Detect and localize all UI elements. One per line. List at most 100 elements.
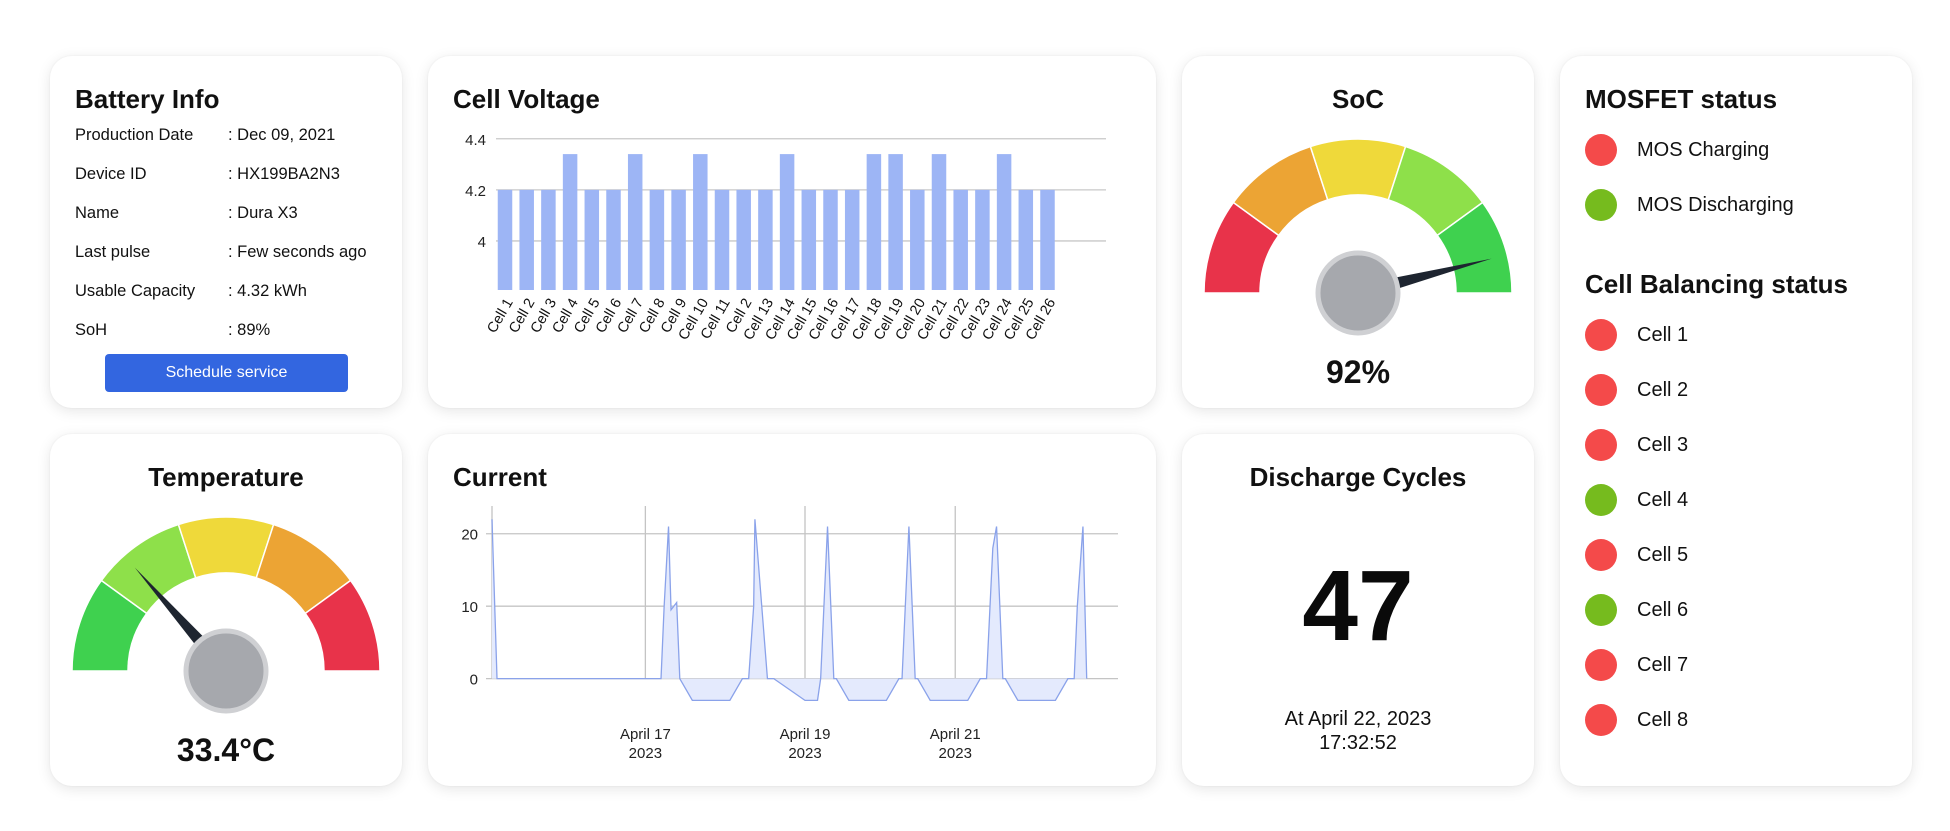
status-label: Cell 6 <box>1637 599 1689 621</box>
status-dot <box>1585 539 1617 571</box>
status-dot <box>1585 649 1617 681</box>
voltage-bar <box>953 189 968 290</box>
current-y-tick-label: 10 <box>461 599 478 616</box>
temperature-gauge-hub <box>183 628 269 714</box>
status-label: Cell 2 <box>1637 379 1689 401</box>
status-label: Cell 5 <box>1637 544 1689 566</box>
mosfet-status-title: MOSFET status <box>1585 84 1778 114</box>
discharge-cycles-date: At April 22, 2023 <box>1284 708 1432 730</box>
status-dot <box>1585 319 1617 351</box>
current-x-tick-label: April 17 <box>620 726 671 743</box>
discharge-cycles-count: 47 <box>1302 550 1414 662</box>
voltage-bar <box>736 189 751 290</box>
status-dot <box>1585 374 1617 406</box>
status-label: MOS Discharging <box>1637 194 1794 216</box>
status-label: Cell 3 <box>1637 434 1689 456</box>
info-value: : 4.32 kWh <box>228 282 307 300</box>
info-label: SoH <box>75 321 108 339</box>
info-value: : Few seconds ago <box>228 243 367 261</box>
voltage-y-tick-label: 4.2 <box>465 183 486 200</box>
info-label: Name <box>75 204 120 222</box>
temperature-gauge <box>71 516 381 714</box>
voltage-bar <box>823 189 838 290</box>
voltage-bar <box>693 154 708 290</box>
soc-gauge <box>1203 138 1513 336</box>
status-card: MOSFET status MOS Charging MOS Dischargi… <box>1560 56 1912 786</box>
voltage-bar <box>758 189 773 290</box>
discharge-cycles-card: Discharge Cycles 47 At April 22, 2023 17… <box>1182 434 1534 786</box>
info-label: Production Date <box>75 126 194 144</box>
status-dot <box>1585 429 1617 461</box>
soc-title: SoC <box>1332 84 1384 114</box>
voltage-bar <box>888 154 903 290</box>
soc-gauge-segment <box>1436 201 1513 294</box>
status-label: Cell 7 <box>1637 654 1689 676</box>
temperature-card: Temperature 33.4°C <box>50 434 402 786</box>
voltage-bar <box>1040 189 1055 290</box>
voltage-bar <box>931 154 947 290</box>
soc-card: SoC 92% <box>1182 56 1534 408</box>
voltage-bar <box>714 189 730 290</box>
status-dot <box>1585 134 1617 166</box>
voltage-bar <box>649 189 665 290</box>
voltage-bar <box>779 154 795 290</box>
status-label: MOS Charging <box>1637 139 1770 161</box>
battery-info-card: Battery Info Production Date : Dec 09, 2… <box>50 56 402 408</box>
info-label: Last pulse <box>75 243 151 261</box>
cell-voltage-card: Cell Voltage 4 4.2 4.4 Cell 1 Cell 2 Cell 3 Ce… <box>428 56 1156 408</box>
current-series-line <box>491 519 1088 702</box>
temperature-title: Temperature <box>148 462 304 492</box>
status-label: Cell 1 <box>1637 324 1689 346</box>
current-chart: 0 10 20 April 17 2023 April 19 2023 April 21 202… <box>461 506 1118 762</box>
current-title: Current <box>453 462 547 492</box>
current-x-tick-label: April 21 <box>930 726 981 743</box>
voltage-y-tick-label: 4 <box>478 234 486 251</box>
current-y-tick-label: 20 <box>461 527 478 544</box>
status-dot <box>1585 704 1617 736</box>
info-value: : HX199BA2N3 <box>228 165 340 183</box>
schedule-service-button[interactable]: Schedule service <box>105 354 348 392</box>
voltage-bar <box>801 189 817 290</box>
temperature-gauge-segment <box>304 579 381 672</box>
current-area-fill <box>492 519 1087 701</box>
status-label: Cell 4 <box>1637 489 1689 511</box>
voltage-bar <box>497 189 513 290</box>
info-value: : Dec 09, 2021 <box>228 126 336 144</box>
info-label: Device ID <box>75 165 147 183</box>
temperature-value: 33.4°C <box>176 732 276 768</box>
voltage-bar <box>671 189 686 290</box>
info-value: : Dura X3 <box>228 204 298 222</box>
voltage-bar <box>975 189 990 290</box>
status-dot <box>1585 484 1617 516</box>
voltage-y-tick-label: 4.4 <box>465 132 486 149</box>
discharge-cycles-time: 17:32:52 <box>1319 732 1397 754</box>
current-x-tick-label: April 19 <box>780 726 831 743</box>
info-value: : 89% <box>228 321 271 339</box>
status-dot <box>1585 594 1617 626</box>
voltage-bar <box>562 154 578 290</box>
soc-value: 92% <box>1325 354 1391 390</box>
cell-balancing-title: Cell Balancing status <box>1585 269 1848 299</box>
voltage-bar <box>606 189 621 290</box>
voltage-bar <box>844 189 860 290</box>
current-x-tick-year: 2023 <box>629 745 662 762</box>
discharge-cycles-title: Discharge Cycles <box>1249 462 1467 492</box>
battery-info-title: Battery Info <box>75 84 220 114</box>
current-y-tick-label: 0 <box>470 672 478 689</box>
voltage-bar <box>866 154 882 290</box>
voltage-bar <box>996 154 1012 290</box>
status-dot <box>1585 189 1617 221</box>
current-x-tick-year: 2023 <box>939 745 972 762</box>
status-label: Cell 8 <box>1637 709 1689 731</box>
current-x-tick-year: 2023 <box>788 745 821 762</box>
cell-voltage-title: Cell Voltage <box>453 84 600 114</box>
voltage-bar <box>910 189 925 290</box>
soc-gauge-hub <box>1315 250 1401 336</box>
current-card: Current 0 10 20 April 17 2023 April 19 2023 Apr… <box>428 434 1156 786</box>
voltage-bar <box>627 154 643 290</box>
voltage-bar <box>541 189 556 290</box>
voltage-bar <box>584 189 600 290</box>
voltage-bar <box>519 189 534 290</box>
voltage-bar <box>1018 189 1034 290</box>
